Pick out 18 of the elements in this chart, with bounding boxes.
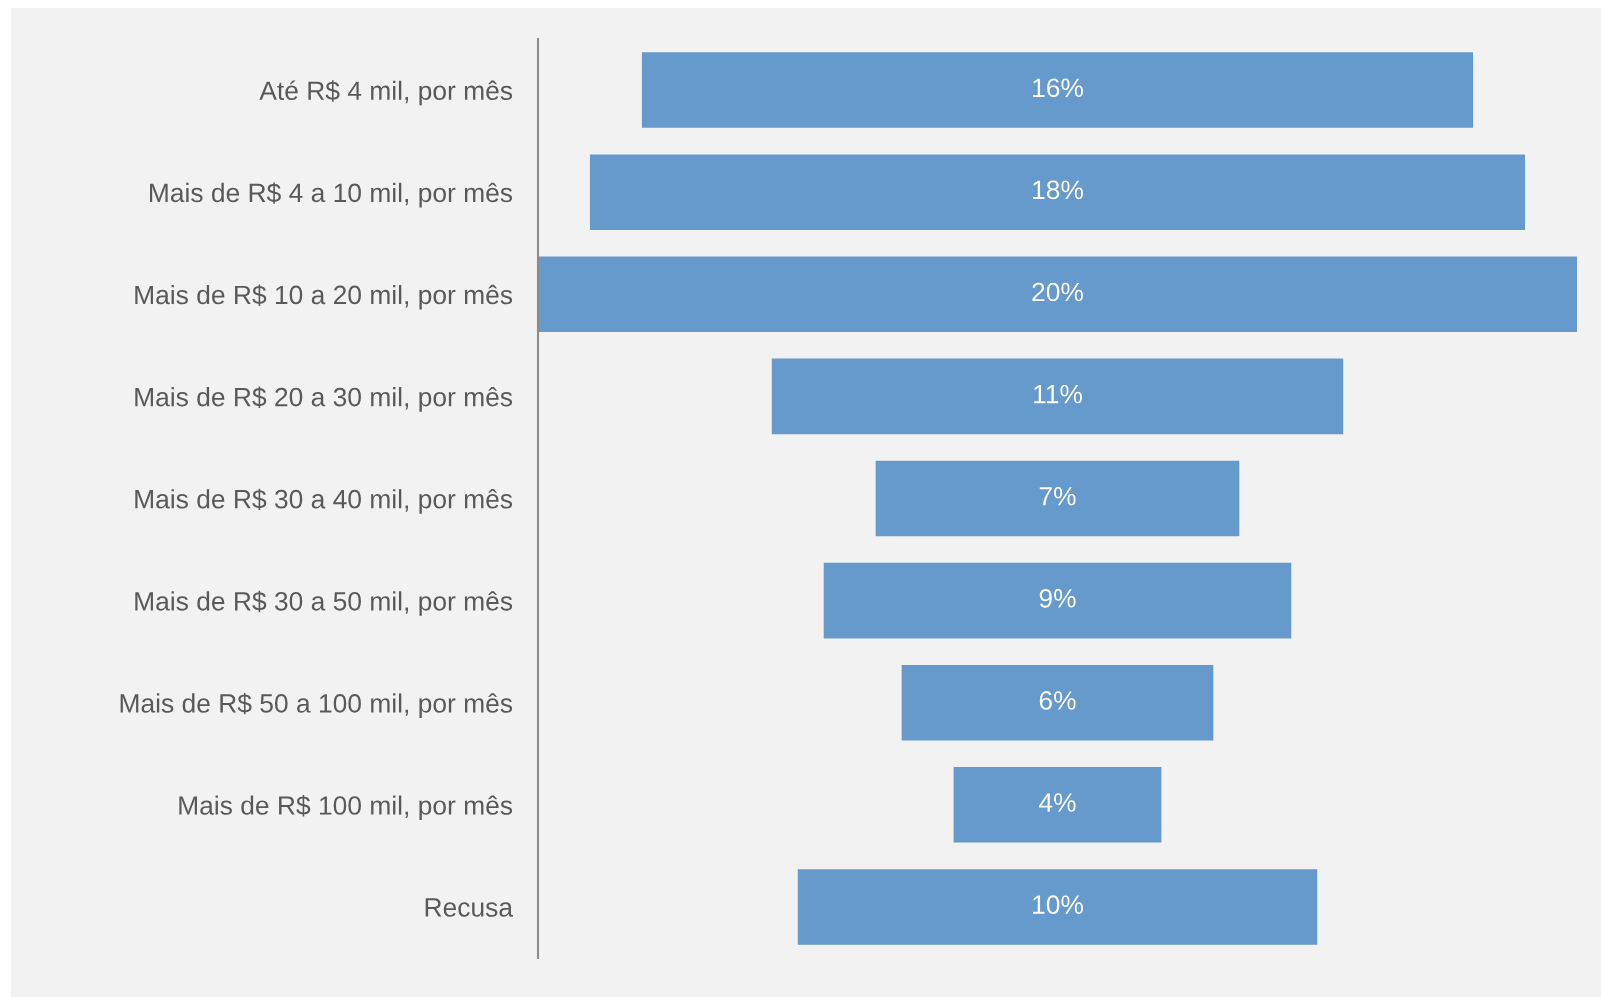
data-label: 18% xyxy=(1033,180,1083,200)
category-label: Mais de R$ 30 a 40 mil, por mês xyxy=(135,488,513,514)
category-label: Mais de R$ 100 mil, por mês xyxy=(179,795,513,821)
data-label: 4% xyxy=(1039,793,1076,812)
category-label: Mais de R$ 50 a 100 mil, por mês xyxy=(120,692,513,718)
data-label: 16% xyxy=(1033,78,1083,98)
category-label: Recusa xyxy=(425,898,513,917)
data-label: 10% xyxy=(1033,895,1083,915)
category-label: Mais de R$ 4 a 10 mil, por mês xyxy=(150,182,513,208)
data-label: 7% xyxy=(1039,487,1076,506)
data-label: 9% xyxy=(1039,589,1076,608)
category-label: Mais de R$ 20 a 30 mil, por mês xyxy=(135,386,513,412)
category-label: Mais de R$ 30 a 50 mil, por mês xyxy=(135,590,513,616)
category-label: Até R$ 4 mil, por mês xyxy=(259,80,513,106)
data-label: 11% xyxy=(1034,384,1082,404)
data-label: 6% xyxy=(1039,691,1076,710)
data-label: 20% xyxy=(1032,282,1083,302)
category-label: Mais de R$ 10 a 20 mil, por mês xyxy=(135,284,513,310)
